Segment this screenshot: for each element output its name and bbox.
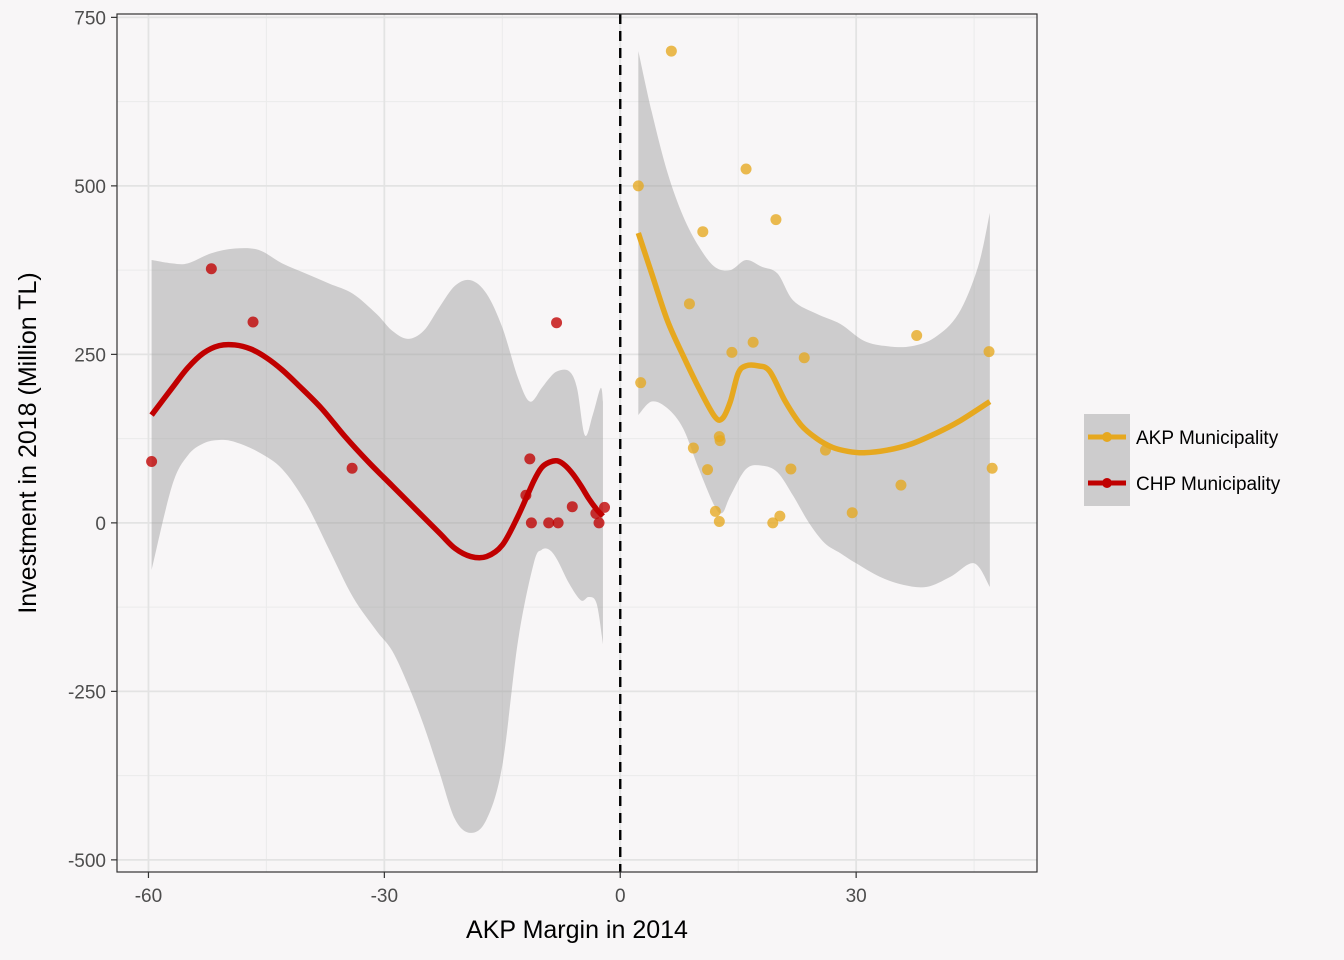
minor-gridlines: [117, 14, 1037, 872]
data-point: [740, 163, 752, 175]
smooth-line-0: [635, 232, 992, 456]
data-point: [566, 501, 578, 513]
data-point: [551, 317, 563, 329]
data-point: [713, 516, 725, 528]
data-point: [714, 435, 726, 447]
data-point: [543, 517, 555, 529]
x-tick-label: 0: [615, 886, 626, 907]
data-point: [983, 346, 995, 358]
data-point: [747, 336, 759, 348]
confidence-ribbon-0: [638, 51, 990, 588]
data-point: [635, 377, 647, 389]
y-tick-label: -500: [68, 851, 106, 872]
data-point: [702, 464, 714, 476]
data-point: [205, 263, 217, 275]
data-point: [911, 329, 923, 341]
data-point: [709, 505, 721, 517]
y-tick-label: 250: [74, 345, 106, 366]
y-tick-label: 500: [74, 177, 106, 198]
panel-border: [116, 13, 1038, 873]
panel-background: [117, 14, 1037, 872]
smooth-lines: [149, 232, 992, 561]
data-point: [986, 462, 998, 474]
legend: AKP Municipality CHP Municipality: [1084, 414, 1281, 506]
confidence-ribbon-1: [151, 248, 603, 833]
data-point: [770, 214, 782, 226]
data-point: [599, 501, 611, 513]
data-point: [525, 517, 537, 529]
data-point: [846, 507, 858, 519]
legend-label: AKP Municipality: [1136, 428, 1279, 449]
data-point: [524, 453, 536, 465]
y-axis-title: Investment in 2018 (Million TL): [14, 272, 42, 613]
data-point: [247, 316, 259, 328]
data-point: [726, 346, 738, 358]
data-point: [683, 298, 695, 310]
legend-key-point: [1102, 478, 1112, 488]
confidence-ribbons: [151, 51, 990, 833]
data-point: [687, 442, 699, 454]
data-point: [774, 510, 786, 522]
legend-label: CHP Municipality: [1136, 474, 1281, 495]
x-axis: -60 -30 0 30: [135, 872, 867, 907]
data-point: [767, 517, 779, 529]
data-point: [665, 45, 677, 57]
legend-key-point: [1102, 432, 1112, 442]
data-point: [146, 456, 158, 468]
major-gridlines: [117, 14, 1037, 872]
data-point: [697, 226, 709, 238]
x-axis-title: AKP Margin in 2014: [466, 916, 688, 944]
data-point: [785, 463, 797, 475]
y-tick-label: 750: [74, 8, 106, 29]
y-tick-label: -250: [68, 682, 106, 703]
data-point: [346, 462, 358, 474]
x-tick-label: -60: [135, 886, 162, 907]
smooth-line-1: [149, 341, 605, 561]
data-point: [895, 479, 907, 491]
data-point: [798, 352, 810, 364]
data-point: [632, 180, 644, 192]
data-point: [552, 517, 564, 529]
y-tick-label: 0: [95, 514, 106, 535]
x-tick-label: -30: [371, 886, 398, 907]
data-point: [593, 517, 605, 529]
x-tick-label: 30: [846, 886, 867, 907]
y-axis: -500 -250 0 250 500 750: [68, 8, 117, 872]
